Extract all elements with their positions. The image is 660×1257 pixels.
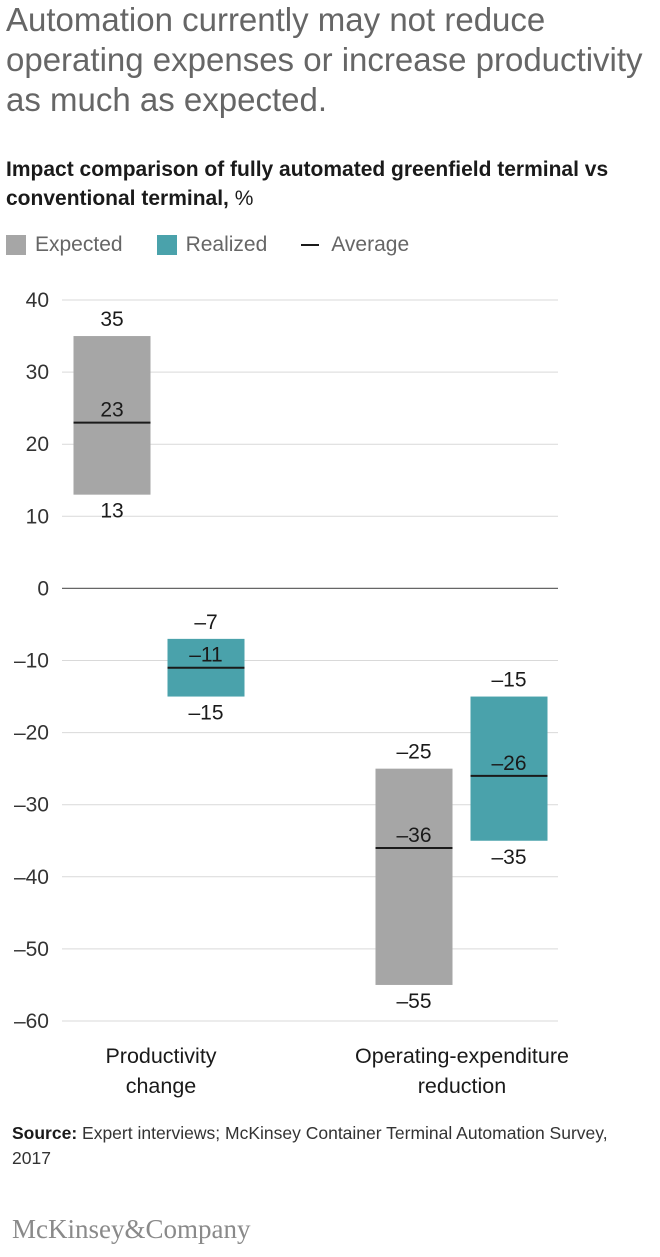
- legend-realized: Realized: [156, 233, 268, 257]
- y-tick-label: 0: [37, 577, 49, 600]
- data-label-average: 23: [100, 399, 123, 422]
- legend-label-expected: Expected: [35, 233, 123, 256]
- legend-label-realized: Realized: [185, 233, 268, 256]
- legend-label-average: Average: [331, 233, 410, 256]
- data-label-high: –7: [194, 611, 217, 634]
- bar-expected-1: [375, 768, 453, 985]
- subtitle-unit: %: [234, 187, 254, 210]
- source-text: Expert interviews; McKinsey Container Te…: [12, 1123, 608, 1168]
- data-label-average: –36: [396, 824, 431, 847]
- y-tick-label: 40: [26, 289, 49, 312]
- legend: Expected Realized Average: [6, 231, 443, 259]
- headline: Automation currently may not reduce oper…: [6, 1, 643, 118]
- chart: 40 30 20 10 0 –10 –20 –30 –40 –50 –60 35 23 13 –25 –36 –…: [14, 289, 569, 1098]
- legend-swatch-average: [301, 244, 320, 246]
- brand-logo: McKinsey&Company: [12, 1214, 251, 1244]
- y-tick-label: 30: [26, 361, 49, 384]
- y-tick-label: –30: [14, 794, 49, 817]
- y-tick-label: 20: [26, 433, 49, 456]
- data-label-average: –11: [189, 644, 222, 667]
- y-tick-label: –10: [14, 650, 49, 673]
- data-label-low: –15: [188, 702, 223, 725]
- source-label: Source:: [12, 1123, 78, 1143]
- y-tick-label: 10: [26, 505, 49, 528]
- x-category-label: change: [126, 1074, 197, 1098]
- data-label-low: –55: [396, 990, 431, 1013]
- x-category-label: Productivity: [105, 1044, 216, 1068]
- bar-realized-1: [470, 696, 548, 841]
- data-label-low: 13: [100, 500, 123, 523]
- x-category-label: Operating-expenditure: [355, 1044, 569, 1068]
- data-label-high: 35: [100, 308, 123, 331]
- y-tick-label: –40: [14, 866, 49, 889]
- legend-swatch-realized: [156, 235, 177, 255]
- y-tick-label: –60: [14, 1010, 49, 1033]
- subtitle-text: Impact comparison of fully automated gre…: [6, 158, 609, 210]
- legend-average: Average: [301, 233, 409, 257]
- data-label-average: –26: [491, 752, 526, 775]
- data-label-high: –25: [396, 741, 431, 764]
- legend-expected: Expected: [6, 233, 123, 257]
- y-tick-label: –20: [14, 722, 49, 745]
- data-label-high: –15: [491, 669, 526, 692]
- data-label-low: –35: [491, 846, 526, 869]
- x-category-label: reduction: [418, 1074, 506, 1098]
- bar-expected-0: [73, 336, 151, 495]
- source-note: Source: Expert interviews; McKinsey Cont…: [12, 1121, 632, 1171]
- y-tick-label: –50: [14, 938, 49, 961]
- legend-swatch-expected: [6, 235, 26, 255]
- chart-subtitle: Impact comparison of fully automated gre…: [6, 155, 646, 213]
